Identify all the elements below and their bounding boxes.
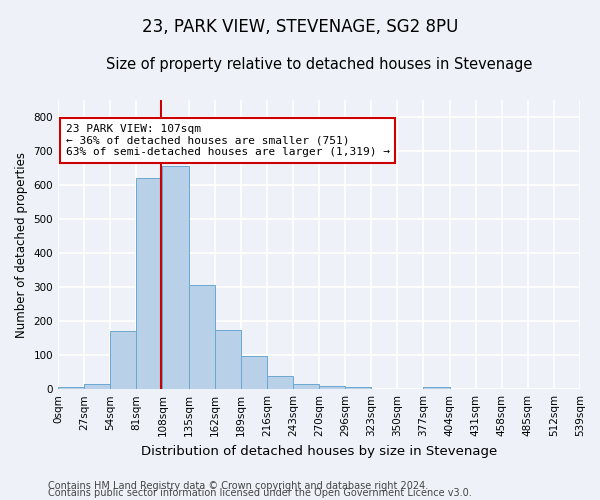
Bar <box>241 356 267 389</box>
Text: Contains public sector information licensed under the Open Government Licence v3: Contains public sector information licen… <box>48 488 472 498</box>
Text: Contains HM Land Registry data © Crown copyright and database right 2024.: Contains HM Land Registry data © Crown c… <box>48 481 428 491</box>
Text: 23, PARK VIEW, STEVENAGE, SG2 8PU: 23, PARK VIEW, STEVENAGE, SG2 8PU <box>142 18 458 36</box>
Bar <box>188 286 215 389</box>
Bar <box>110 330 136 389</box>
Bar <box>84 384 110 389</box>
Bar <box>424 388 449 389</box>
Text: 23 PARK VIEW: 107sqm
← 36% of detached houses are smaller (751)
63% of semi-deta: 23 PARK VIEW: 107sqm ← 36% of detached h… <box>66 124 390 157</box>
Bar <box>163 166 188 389</box>
Bar <box>136 178 163 389</box>
Bar <box>345 388 371 389</box>
Title: Size of property relative to detached houses in Stevenage: Size of property relative to detached ho… <box>106 58 532 72</box>
Bar <box>267 376 293 389</box>
Bar <box>293 384 319 389</box>
Y-axis label: Number of detached properties: Number of detached properties <box>15 152 28 338</box>
Bar <box>319 386 345 389</box>
Bar <box>58 388 84 389</box>
X-axis label: Distribution of detached houses by size in Stevenage: Distribution of detached houses by size … <box>141 444 497 458</box>
Bar <box>215 330 241 389</box>
